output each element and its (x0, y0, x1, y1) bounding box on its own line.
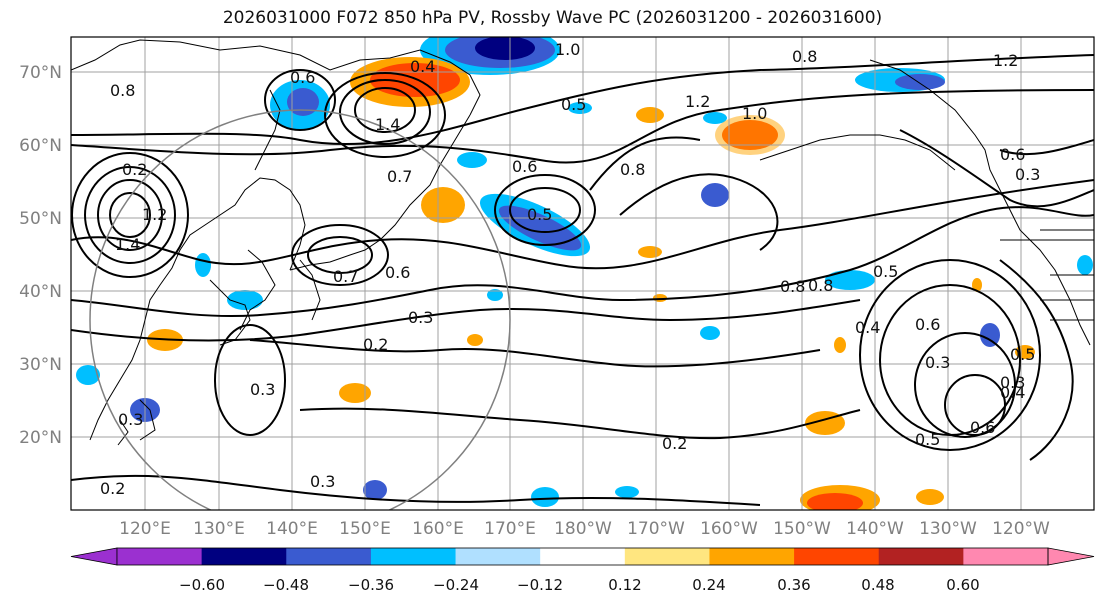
contour-label: 0.3 (1015, 165, 1040, 184)
contour-label: 1.0 (742, 104, 767, 123)
lon-label: 130°W (919, 519, 977, 539)
contour-label: 0.5 (561, 95, 586, 114)
contour-label: 0.5 (915, 430, 940, 449)
contour-label: 1.4 (375, 115, 400, 134)
contour-label: 0.8 (792, 47, 817, 66)
contour-label: 0.8 (620, 160, 645, 179)
contour-label-group: 1.0 0.8 1.2 0.6 0.8 0.4 0.5 1.4 1.0 1.2 … (100, 40, 1040, 498)
lon-label: 140°W (846, 519, 904, 539)
contour-label: 0.2 (122, 160, 147, 179)
contour-label: 0.2 (662, 434, 687, 453)
lon-label: 140°E (266, 519, 318, 539)
contour-label: 0.5 (527, 205, 552, 224)
pv-contours (71, 54, 1094, 506)
colorbar-tick-label: 0.60 (946, 576, 979, 594)
colorbar-bin (709, 548, 795, 565)
rossby-region-circle (89, 109, 511, 510)
contour-label: 0.4 (855, 318, 880, 337)
lon-label: 120°W (992, 519, 1050, 539)
lon-label: 160°E (412, 519, 464, 539)
colorbar-tick-label: −0.24 (433, 576, 479, 594)
lon-label: 180°W (554, 519, 612, 539)
colorbar-bin (878, 548, 964, 565)
map-frame (70, 36, 1095, 511)
lon-label: 170°E (484, 519, 536, 539)
contour-label: 1.0 (555, 40, 580, 59)
colorbar-tick-label: 0.24 (692, 576, 725, 594)
latitude-labels: 70°N 60°N 50°N 40°N 30°N 20°N (19, 63, 62, 448)
colorbar-tick-labels: −0.60 −0.48 −0.36 −0.24 −0.12 0.12 0.24 … (179, 576, 980, 594)
lon-label: 160°W (700, 519, 758, 539)
contour-label: 0.3 (925, 353, 950, 372)
contour-label: 0.3 (1000, 373, 1025, 392)
lat-label: 20°N (19, 428, 62, 448)
lat-label: 50°N (19, 209, 62, 229)
contour-label: 0.3 (408, 308, 433, 327)
colorbar-tick-label: 0.12 (608, 576, 641, 594)
colorbar-bin (963, 548, 1049, 565)
colorbar-frame (116, 547, 1049, 566)
colorbar-extend-low (70, 547, 118, 566)
colorbar-bin (794, 548, 880, 565)
colorbar-bin (540, 548, 626, 565)
contour-label: 0.2 (363, 335, 388, 354)
contour-label: 0.6 (290, 68, 315, 87)
contour-label: 0.4 (1000, 383, 1025, 402)
lon-label: 150°W (773, 519, 831, 539)
colorbar-extend-high (1047, 547, 1095, 566)
colorbar-tick-label: −0.36 (348, 576, 394, 594)
colorbar-bin (624, 548, 710, 565)
contour-label: 0.6 (1000, 145, 1025, 164)
colorbar-tick-label: 0.48 (861, 576, 894, 594)
contour-label: 0.4 (410, 57, 435, 76)
lon-label: 150°E (339, 519, 391, 539)
lon-label: 170°W (627, 519, 685, 539)
contour-label: 0.7 (333, 267, 358, 286)
lat-label: 70°N (19, 63, 62, 83)
negative-anomaly-shading (76, 37, 1093, 507)
contour-label: 0.8 (808, 276, 833, 295)
colorbar-tick-label: 0.36 (777, 576, 810, 594)
contour-label: 1.4 (115, 235, 140, 254)
map-title: 2026031000 F072 850 hPa PV, Rossby Wave … (222, 8, 883, 28)
contour-label: 0.6 (385, 263, 410, 282)
contour-label: 0.8 (780, 277, 805, 296)
contour-label: 0.3 (250, 380, 275, 399)
colorbar-tick-label: −0.48 (263, 576, 309, 594)
lat-label: 40°N (19, 282, 62, 302)
contour-label: 0.2 (100, 479, 125, 498)
colorbar-bin (455, 548, 541, 565)
contour-label: 1.2 (993, 51, 1018, 70)
lon-label: 130°E (193, 519, 245, 539)
contour-label: 1.2 (685, 92, 710, 111)
colorbar-bin (201, 548, 287, 565)
lat-label: 30°N (19, 355, 62, 375)
colorbar-tick-label: −0.60 (179, 576, 225, 594)
lon-label: 120°E (119, 519, 171, 539)
longitude-labels: 120°E 130°E 140°E 150°E 160°E 170°E 180°… (119, 519, 1050, 539)
contour-label: 0.5 (1010, 345, 1035, 364)
contour-label: 1.2 (142, 205, 167, 224)
contour-label: 0.5 (873, 262, 898, 281)
lat-label: 60°N (19, 136, 62, 156)
contour-label: 0.6 (970, 418, 995, 437)
colorbar-tick-label: −0.12 (517, 576, 563, 594)
contour-label: 0.3 (118, 410, 143, 429)
contour-label: 0.6 (512, 157, 537, 176)
contour-label: 0.6 (915, 315, 940, 334)
colorbar (70, 547, 1095, 566)
contour-label: 0.3 (310, 472, 335, 491)
colorbar-bin (286, 548, 372, 565)
colorbar-bin (370, 548, 457, 565)
contour-label: 0.8 (110, 81, 135, 100)
colorbar-bin (117, 548, 203, 565)
contour-label: 0.7 (387, 167, 412, 186)
coastlines (71, 39, 1094, 446)
